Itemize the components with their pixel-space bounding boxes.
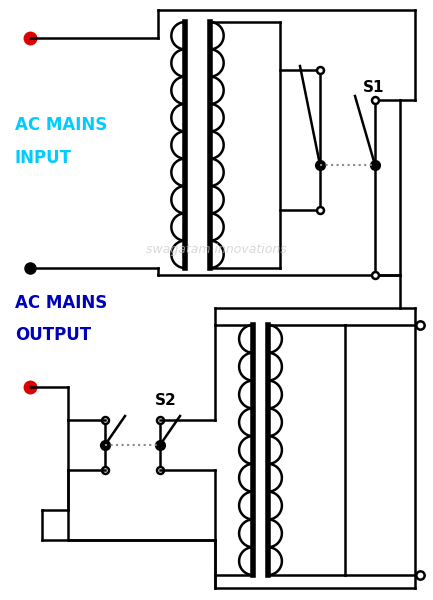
Text: swagatam innovations: swagatam innovations	[145, 244, 286, 257]
Text: AC MAINS: AC MAINS	[15, 116, 107, 134]
Text: AC MAINS: AC MAINS	[15, 294, 107, 312]
Text: S2: S2	[155, 393, 177, 408]
Text: INPUT: INPUT	[15, 149, 72, 167]
Text: S1: S1	[363, 80, 385, 95]
Text: OUTPUT: OUTPUT	[15, 326, 91, 344]
